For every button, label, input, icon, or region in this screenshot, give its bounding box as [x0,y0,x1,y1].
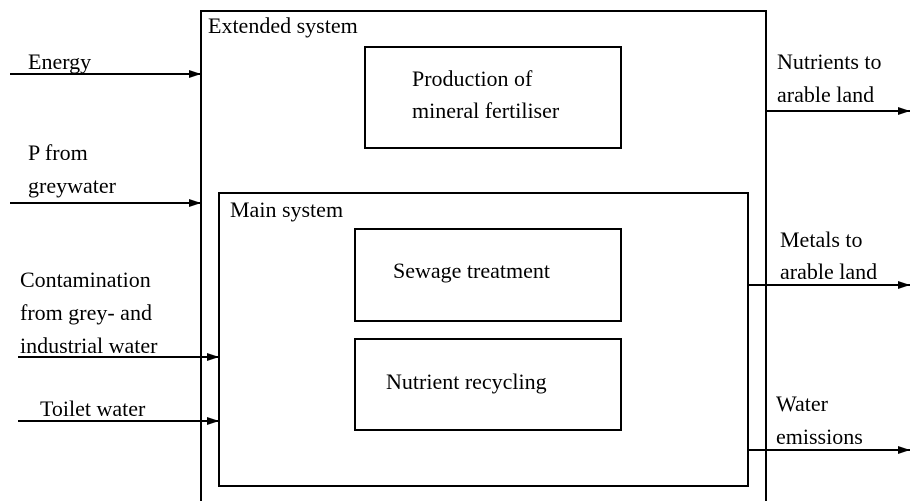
main-system-box [218,192,749,487]
box-label: Production of [412,66,533,91]
input-label: P from [28,140,88,165]
input-label: greywater [28,173,117,198]
output-label: arable land [780,259,877,284]
production-box [364,46,622,149]
input-label: industrial water [20,333,158,358]
extended-system-label: Extended system [208,13,358,38]
output-label: Nutrients to [777,49,882,74]
box-label: Nutrient recycling [386,369,547,394]
input-label: from grey- and [20,300,152,325]
recycling-box [354,338,622,431]
output-label: Metals to [780,227,863,252]
sewage-box [354,228,622,322]
output-label: emissions [776,424,863,449]
box-label: Sewage treatment [393,258,550,283]
input-label: Energy [28,49,91,74]
output-label: arable land [777,82,874,107]
box-label: mineral fertiliser [412,98,560,123]
output-label: Water [776,391,829,416]
extended-system-box [200,10,767,501]
input-label: Toilet water [40,396,146,421]
main-system-label: Main system [230,197,343,222]
input-label: Contamination [20,267,151,292]
